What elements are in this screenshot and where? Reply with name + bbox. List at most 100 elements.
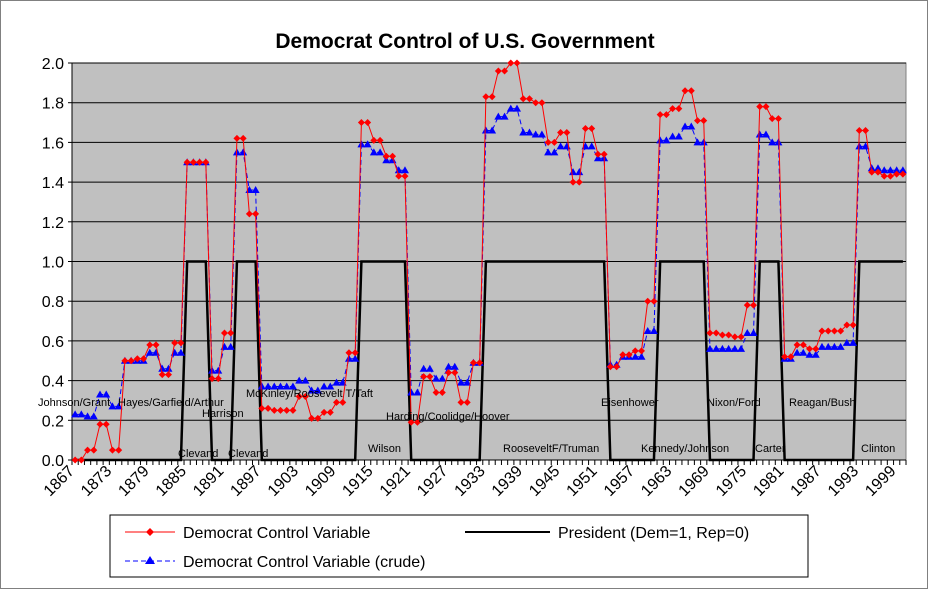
data-point-diamond [868,168,876,176]
data-point-diamond [768,115,776,123]
data-point-diamond [364,119,372,127]
data-point-diamond [457,398,465,406]
legend-label-crude: Democrat Control Variable (crude) [183,554,425,571]
data-point-diamond [121,357,129,365]
data-point-diamond [482,93,490,101]
data-point-triangle [176,348,185,356]
data-point-diamond [277,406,284,414]
data-point-diamond [77,456,85,464]
data-point-diamond [737,333,745,341]
data-point-triangle [83,412,92,420]
data-point-diamond [886,172,894,180]
data-point-triangle [344,354,353,362]
data-point-diamond [264,404,272,412]
data-point-triangle [637,352,646,360]
data-point-diamond [700,117,708,125]
data-point-diamond [196,158,204,166]
data-point-triangle [425,364,434,372]
data-point-diamond [140,355,148,363]
data-point-diamond [382,152,390,160]
data-point-diamond [507,59,515,67]
data-point-triangle [226,342,235,350]
data-point-triangle [687,122,696,130]
data-point-triangle [649,326,658,334]
data-point-diamond [606,363,614,371]
data-point-triangle [712,344,721,352]
president-annotation: Harrison [202,408,244,420]
data-point-diamond [90,446,98,454]
data-point-triangle [214,366,223,374]
data-point-diamond [650,297,658,305]
data-point-triangle [158,364,167,372]
data-point-diamond [108,446,116,454]
data-point-triangle [830,342,839,350]
data-point-diamond [463,398,471,406]
data-point-triangle [438,374,447,382]
data-point-triangle [332,378,341,386]
president-annotation: Carter [755,443,786,455]
data-point-triangle [668,132,677,140]
data-point-diamond [631,347,639,355]
data-point-triangle [288,382,297,390]
data-point-triangle [114,402,123,410]
data-point-triangle [71,410,80,418]
data-point-diamond [308,414,316,422]
data-point-triangle [270,382,279,390]
data-point-triangle [749,328,758,336]
data-point-diamond [438,389,446,397]
data-point-triangle [569,168,578,176]
data-point-diamond [407,418,415,426]
data-point-triangle [705,344,714,352]
legend-triangle-marker [145,556,155,564]
legend-label-president: President (Dem=1, Rep=0) [558,525,749,542]
y-tick-label: 0.6 [42,334,64,351]
data-point-triangle [656,136,665,144]
data-point-diamond [519,95,527,103]
y-tick-label: 1.6 [42,135,64,152]
data-point-triangle [301,376,310,384]
data-point-diamond [233,134,241,142]
y-tick-label: 0.4 [42,374,64,391]
data-point-diamond [395,172,403,180]
data-point-triangle [662,136,671,144]
data-point-diamond [731,333,739,341]
data-point-diamond [345,349,353,357]
data-point-triangle [587,142,596,150]
data-point-triangle [761,130,770,138]
president-annotation: Hayes/Garfield/Arthur [118,397,224,409]
data-point-diamond [314,414,322,422]
data-point-diamond [351,349,359,357]
data-point-triangle [531,130,540,138]
data-point-diamond [432,389,440,397]
data-point-diamond [177,339,185,347]
data-point-triangle [880,166,889,174]
data-point-triangle [488,126,497,134]
president-annotation: Harding/Coolidge/Hoover [386,411,510,423]
data-point-diamond [874,168,882,176]
data-point-triangle [481,126,490,134]
data-point-diamond [258,404,266,412]
data-point-diamond [164,371,172,379]
data-point-diamond [818,327,826,335]
president-annotation: Kennedy/Johnson [641,443,729,455]
data-point-diamond [227,329,235,337]
data-point-triangle [873,164,882,172]
president-annotation: RooseveltF/Truman [503,443,599,455]
data-point-triangle [550,148,559,156]
data-point-diamond [513,59,521,67]
data-point-diamond [799,341,807,349]
data-point-diamond [426,373,434,381]
data-point-diamond [220,329,228,337]
data-point-diamond [756,103,764,111]
data-point-diamond [476,359,484,367]
y-tick-label: 0.0 [42,453,64,470]
data-point-triangle [320,382,329,390]
data-point-diamond [376,136,384,144]
data-point-diamond [96,420,104,428]
data-point-diamond [774,115,782,123]
data-point-diamond [389,152,397,160]
data-point-diamond [824,327,832,335]
data-point-diamond [793,341,801,349]
data-point-diamond [712,329,720,337]
data-point-diamond [127,357,135,365]
